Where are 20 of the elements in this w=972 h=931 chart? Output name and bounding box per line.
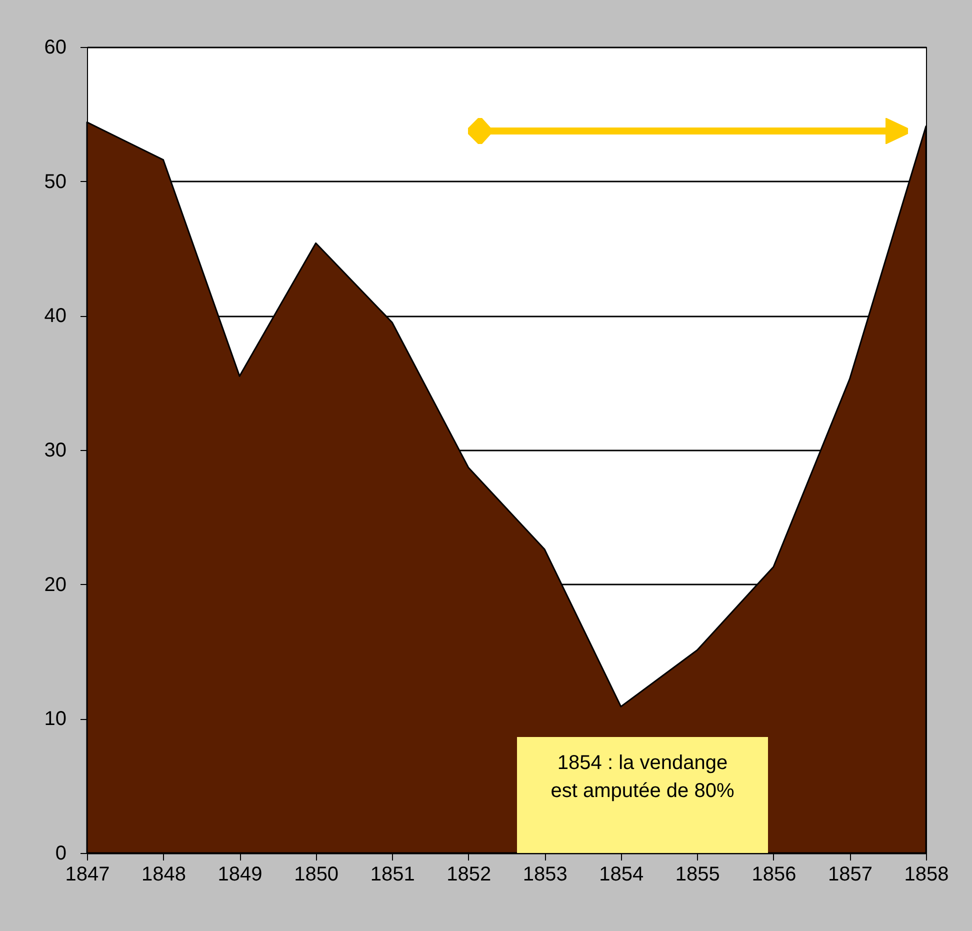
y-tick-label: 50 bbox=[44, 170, 66, 193]
x-tick-label: 1856 bbox=[752, 864, 796, 886]
x-tick-label: 1852 bbox=[446, 864, 492, 886]
y-tick-label: 30 bbox=[44, 440, 66, 462]
x-tick-label: 1847 bbox=[65, 864, 110, 886]
y-tick-label: 60 bbox=[44, 36, 66, 58]
y-tick-label: 0 bbox=[55, 842, 66, 864]
x-tick-label: 1855 bbox=[675, 864, 720, 886]
note-box: 1854 : la vendange est amputée de 80% bbox=[517, 737, 768, 853]
x-tick-label: 1849 bbox=[218, 864, 262, 886]
y-tick-label: 10 bbox=[44, 708, 66, 730]
x-tick-label: 1848 bbox=[142, 864, 186, 886]
x-tick-label: 1854 bbox=[599, 864, 644, 886]
x-tick-label: 1850 bbox=[294, 864, 339, 886]
y-tick-label: 20 bbox=[44, 574, 66, 596]
x-tick-label: 1858 bbox=[904, 864, 949, 886]
y-tick-label: 40 bbox=[44, 305, 66, 328]
x-tick-label: 1851 bbox=[370, 864, 415, 886]
x-tick-label: 1857 bbox=[828, 864, 872, 886]
x-tick-label: 1853 bbox=[522, 864, 568, 886]
